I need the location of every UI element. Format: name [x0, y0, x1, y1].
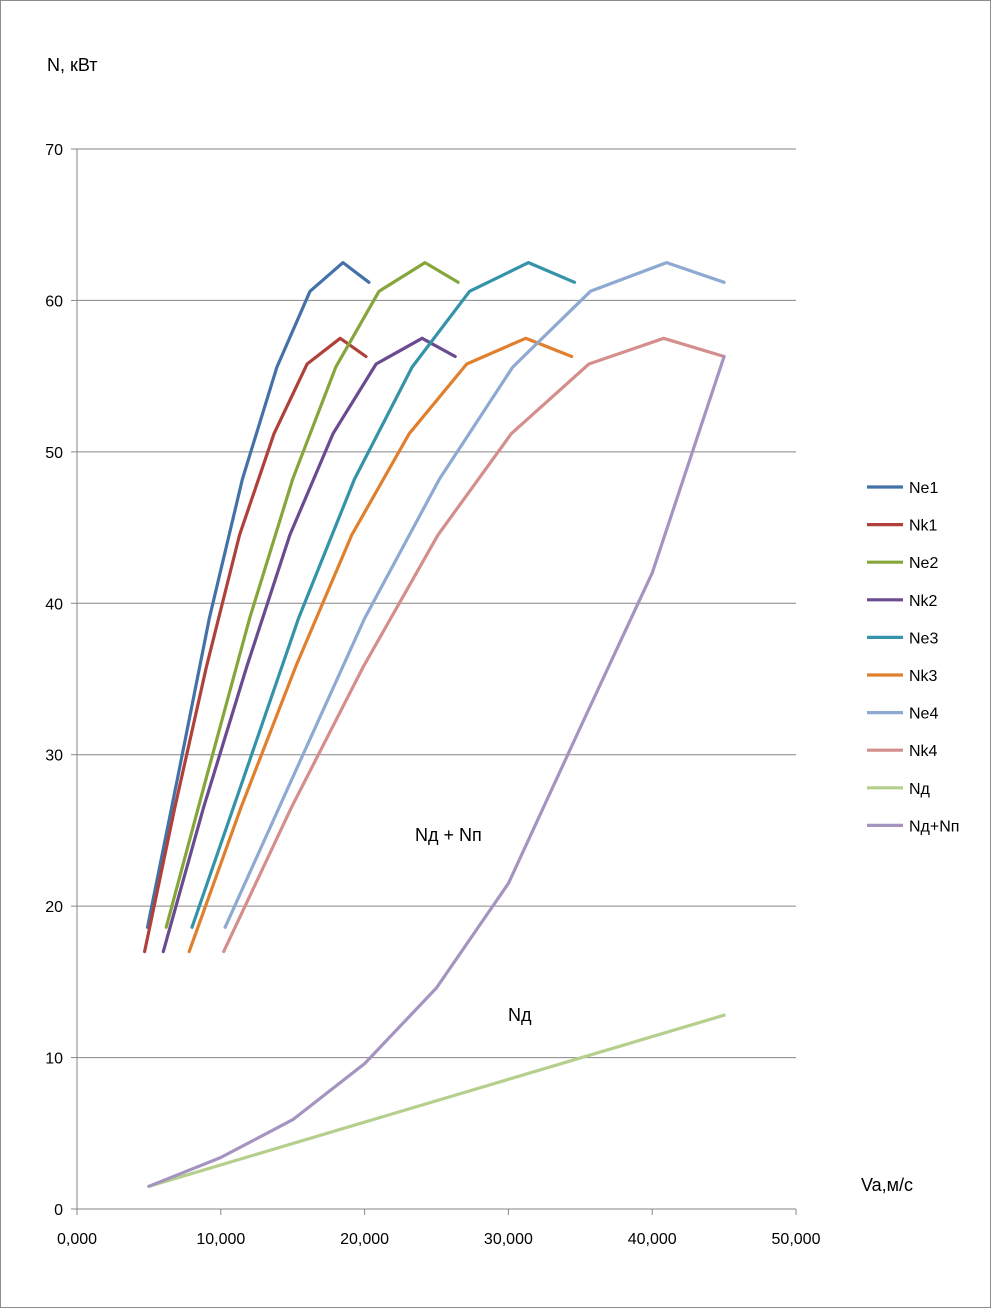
annotation-nd: Nд [508, 1005, 532, 1025]
x-tick-label: 30,000 [484, 1231, 533, 1248]
series-line-4 [161, 336, 457, 954]
series-line-9 [147, 1013, 726, 1188]
legend-label: Ne1 [909, 480, 938, 497]
x-tick-label: 50,000 [772, 1231, 821, 1248]
axes [76, 149, 796, 1210]
legend-label: Nk4 [909, 743, 938, 760]
x-axis-title: Va,м/с [861, 1175, 913, 1195]
y-tick-label: 30 [45, 748, 63, 765]
series-line-3 [164, 261, 460, 929]
y-tick-label: 70 [45, 142, 63, 159]
series-line-2 [143, 336, 368, 954]
series-line-8 [222, 336, 726, 954]
x-tick-label: 40,000 [628, 1231, 677, 1248]
x-tick-label: 0,000 [57, 1231, 97, 1248]
y-tick-label: 40 [45, 596, 63, 613]
legend-label: Nk2 [909, 593, 938, 610]
tick-labels: 0 10 20 30 40 50 60 70 0,000 10,000 20,000 30,000 40… [45, 142, 820, 1248]
x-tick-label: 20,000 [340, 1231, 389, 1248]
legend: Ne1 Nk1 Ne2 Nk2 Ne3 Nk3 Ne4 Nk4 Nд Nд+Nп [867, 480, 959, 835]
series-line-10 [147, 354, 726, 1188]
legend-label: Ne2 [909, 555, 938, 572]
series-line-6 [187, 336, 574, 954]
series-line-1 [145, 261, 371, 929]
legend-label: Nд+Nп [909, 818, 959, 835]
legend-label: Nk1 [909, 518, 938, 535]
legend-label: Nд [909, 781, 931, 798]
y-tick-label: 50 [45, 445, 63, 462]
legend-label: Ne4 [909, 706, 938, 723]
series-line-5 [190, 261, 577, 929]
y-tick-label: 0 [54, 1202, 63, 1219]
series-line-7 [223, 261, 726, 929]
x-tick-label: 10,000 [196, 1231, 245, 1248]
legend-label: Nk3 [909, 668, 938, 685]
y-tick-label: 20 [45, 899, 63, 916]
y-axis-title: N, кВт [47, 55, 98, 75]
annotations: Nд + Nп Nд [415, 825, 532, 1025]
y-tick-label: 10 [45, 1051, 63, 1068]
y-tick-label: 60 [45, 293, 63, 310]
annotation-nd-np: Nд + Nп [415, 825, 482, 845]
grid-lines [71, 148, 797, 1215]
legend-label: Ne3 [909, 630, 938, 647]
series-lines [143, 261, 726, 1188]
